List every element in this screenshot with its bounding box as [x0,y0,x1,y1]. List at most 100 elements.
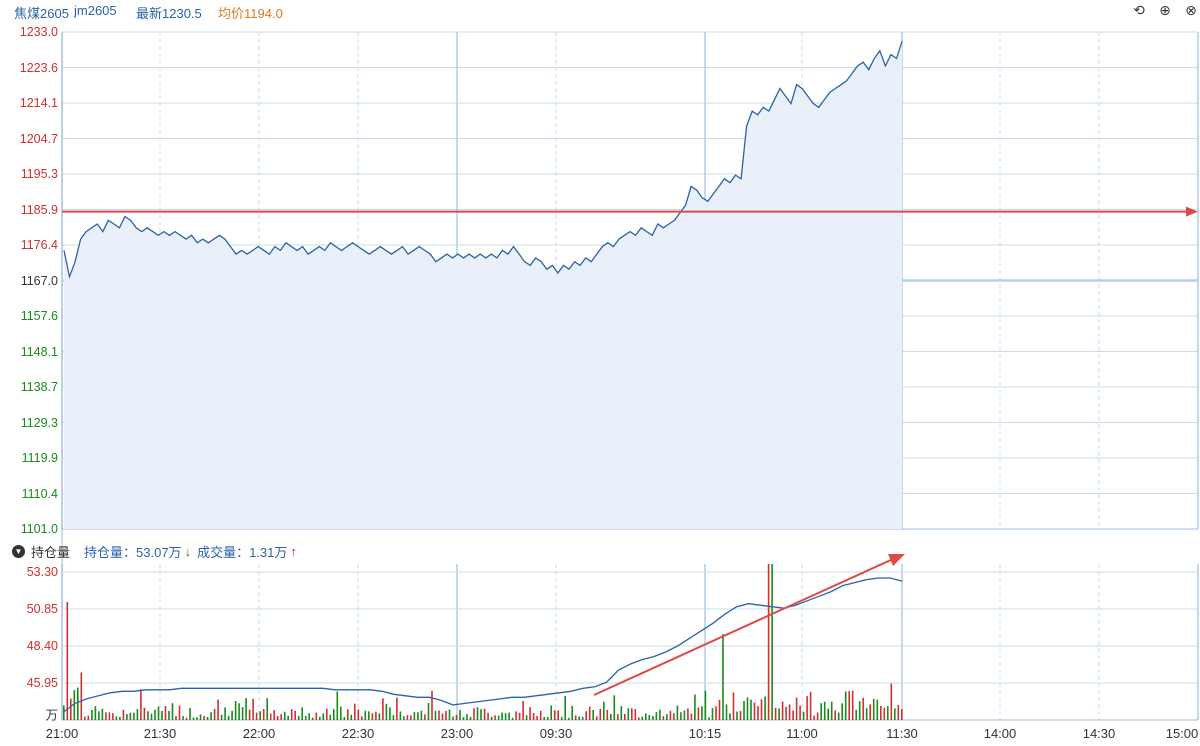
price-tick-label: 1129.3 [20,415,58,430]
volume-bar [340,706,342,720]
volume-bar [785,706,787,720]
time-tick-label: 14:00 [983,726,1017,741]
volume-bar [311,717,314,720]
volume-bar [147,711,149,720]
sub-panel-bar: ▼ 持仓量 持仓量：53.07万 ↓ 成交量：1.31万 ↑ [12,542,297,561]
volume-bar [596,716,598,720]
volume-bar [666,714,668,720]
volume-bar [280,714,282,720]
volume-bar [876,699,879,720]
time-tick-label: 11:00 [786,726,818,741]
volume-bar [122,709,125,720]
volume-bar [781,701,784,720]
volume-bar [143,707,146,720]
volume-bar [718,699,721,720]
volume-bar [631,708,633,720]
volume-bar [406,715,409,720]
volume-bar [511,717,514,720]
volume-bar [273,710,275,720]
volume-bar [652,716,654,720]
volume-bar [213,708,216,720]
volume-bar [73,690,76,720]
volume-bar [66,602,69,720]
volume-bar [283,711,286,720]
volume-bar [571,706,573,720]
volume-bar [347,709,349,720]
volume-bar [862,697,864,720]
average-price: 均价1194.0 [218,6,283,21]
volume-bar [161,711,163,720]
volume-bar [382,698,384,720]
volume-bar [532,713,535,720]
volume-bar [883,707,886,720]
volume-bar [203,716,205,720]
volume-bar [466,714,468,720]
volume-bar [371,713,374,720]
price-tick-label: 1214.1 [19,96,58,110]
volume-bar [70,698,72,720]
price-tick-label: 1167.0 [20,273,58,288]
volume-bar [220,714,223,720]
undo-icon[interactable]: ⟲ [1133,2,1145,18]
volume-bar [392,715,395,720]
close-icon[interactable]: ⊗ [1185,2,1197,18]
volume-bar [638,717,640,720]
volume-bar [771,564,773,720]
volume-bar [799,705,801,720]
dropdown-icon[interactable]: ▼ [12,545,25,558]
up-arrow-icon: ↑ [290,544,297,559]
volume-bar [290,709,293,720]
time-tick-label: 09:30 [539,726,573,741]
volume-bar [869,704,871,720]
volume-bar [820,703,822,720]
price-line [63,41,903,280]
volume-bar [567,717,570,720]
volume-bar [592,710,594,720]
price-tick-label: 1176.4 [20,238,58,252]
volume-bar [676,705,679,720]
volume-readout: 成交量：1.31万 [197,545,288,560]
volume-bar [659,709,661,720]
volume-bar [448,709,451,720]
volume-bar [725,704,728,720]
volume-bar [550,705,552,720]
volume-bar [901,709,903,720]
volume-bar [620,706,623,720]
volume-bar [536,716,538,720]
volume-bar [476,707,479,720]
volume-bar [329,714,332,720]
volume-bar [473,708,475,720]
volume-bar [217,699,219,720]
volume-bar [581,716,584,720]
zoom-in-icon[interactable]: ⊕ [1159,2,1171,18]
volume-bar [634,709,637,720]
volume-bar [687,708,689,720]
volume-bar [830,701,833,720]
time-tick-label: 10:15 [688,726,722,741]
volume-bar [308,713,310,720]
volume-bar [655,712,658,720]
volume-bar [844,691,847,720]
volume-bar [385,703,388,720]
volume-bar [841,703,843,720]
indicator-selector[interactable]: 持仓量 [31,545,71,560]
volume-bar [227,715,230,720]
volume-bar [154,709,156,720]
volume-bar [266,698,268,720]
oi-tick-label: 48.40 [26,639,58,653]
latest-price: 最新1230.5 [136,6,202,21]
volume-bar [518,712,521,720]
volume-bar [529,707,531,720]
volume-bar [157,706,160,720]
volume-bar [610,713,612,720]
volume-bar [129,712,132,720]
volume-bar [259,711,261,720]
volume-bar [564,696,566,720]
volume-bar [490,716,493,720]
trend-arrow-line [593,558,894,696]
price-tick-label: 1110.4 [21,486,58,501]
volume-bar [210,712,212,720]
volume-bar [515,711,517,720]
oi-tick-label: 45.95 [26,676,58,690]
